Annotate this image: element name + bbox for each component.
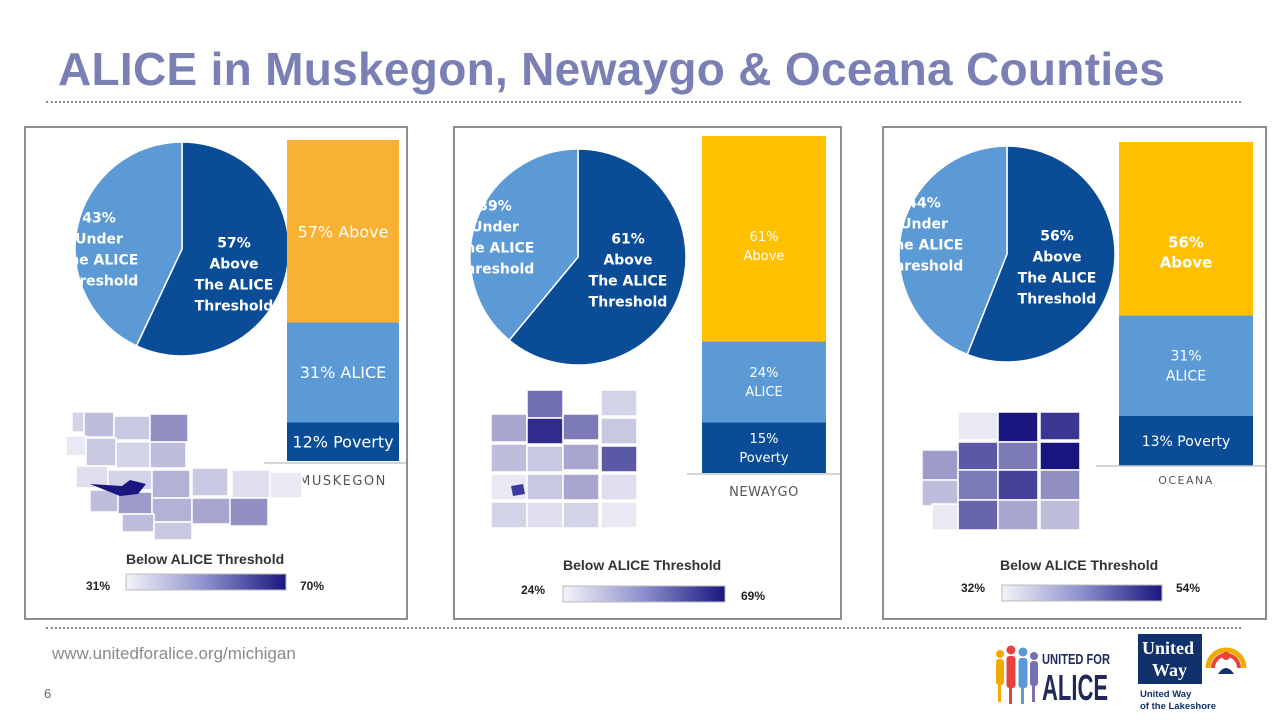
bottom-divider (46, 627, 1241, 629)
people-icon (996, 645, 1038, 704)
page-title: ALICE in Muskegon, Newaygo & Oceana Coun… (58, 43, 1166, 95)
bar-label-poverty: 15% Poverty (739, 432, 788, 466)
legend-min-label: 24% (521, 583, 545, 597)
legend-title: Below ALICE Threshold (563, 557, 721, 573)
legend-gradient-bar (125, 573, 287, 591)
pie-slice-under (469, 148, 579, 342)
bar-label-alice: 24% ALICE (745, 366, 782, 400)
top-divider (46, 101, 1241, 103)
bar-label-above: 61% Above (744, 230, 785, 264)
pie-label-under: 43% Under The ALICE Threshold (60, 210, 139, 289)
svg-text:ALICE: ALICE (1042, 667, 1108, 706)
pie-label-above: 61% Above The ALICE Threshold (589, 231, 668, 310)
county-panel-newaygo: 39% Under The ALICE Threshold 61% Above The AL… (453, 126, 842, 620)
svg-text:of the Lakeshore: of the Lakeshore (1140, 701, 1216, 712)
bar-label-alice: 31% ALICE (300, 363, 387, 382)
bar-segment-above (702, 136, 826, 342)
bar-segment-alice (1119, 315, 1253, 416)
hand-rainbow-icon (1204, 634, 1248, 684)
pie-slice-under (898, 145, 1008, 356)
chart-oceana: 44% Under The ALICE Threshold 56% Above The AL… (885, 142, 1265, 602)
page-number: 6 (44, 686, 52, 701)
bar-label-above: 56% Above (1160, 233, 1213, 271)
chart-newaygo: 39% Under The ALICE Threshold 61% Above The AL… (456, 136, 840, 603)
legend-min-label: 32% (961, 581, 985, 595)
united-for-alice-logo: UNITED FOR ALICE (996, 645, 1110, 706)
pie-slice-above (966, 145, 1116, 363)
pie-label-above: 56% Above The ALICE Threshold (1018, 228, 1097, 307)
united-way-logo: United Way United Way of the Lakeshore (1138, 634, 1248, 712)
bar-segment-above (287, 140, 399, 323)
county-name: OCEANA (1158, 474, 1214, 487)
bar-label-poverty: 12% Poverty (292, 432, 393, 451)
pie-slice-above (508, 148, 687, 366)
bar-segment-above (1119, 142, 1253, 316)
legend-gradient-bar (562, 585, 726, 603)
united-way-wordmark-box (1138, 634, 1202, 684)
legend-gradient-bar (1001, 584, 1163, 602)
legend-min-label: 31% (86, 579, 110, 593)
county-panel-muskegon: 43% Under The ALICE Threshold 57% Above The AL… (24, 126, 408, 620)
svg-text:United Way: United Way (1140, 689, 1192, 700)
county-map (490, 389, 638, 529)
legend-title: Below ALICE Threshold (126, 551, 284, 567)
svg-text:Way: Way (1152, 660, 1187, 680)
bar-segment-poverty (287, 422, 399, 461)
map-highlight (90, 480, 146, 496)
bar-segment-alice (702, 341, 826, 423)
county-name: MUSKEGON (299, 474, 387, 489)
legend-max-label: 70% (300, 579, 324, 593)
county-map (65, 411, 303, 541)
pie-label-under: 39% Under The ALICE Threshold (456, 198, 535, 277)
bar-label-poverty: 13% Poverty (1142, 434, 1231, 450)
legend-title: Below ALICE Threshold (1000, 557, 1158, 573)
county-map (921, 411, 1081, 531)
bar-segment-poverty (702, 422, 826, 473)
website-link[interactable]: www.unitedforalice.org/michigan (52, 644, 296, 663)
map-highlight (511, 484, 525, 496)
chart-muskegon: 43% Under The ALICE Threshold 57% Above The AL… (60, 140, 406, 593)
county-name: NEWAYGO (729, 485, 799, 500)
legend-max-label: 69% (741, 589, 765, 603)
svg-text:United: United (1142, 638, 1194, 658)
county-panel-oceana: 44% Under The ALICE Threshold 56% Above The AL… (882, 126, 1267, 620)
pie-label-above: 57% Above The ALICE Threshold (195, 235, 274, 314)
pie-slice-under (74, 141, 183, 347)
legend-max-label: 54% (1176, 581, 1200, 595)
pie-label-under: 44% Under The ALICE Threshold (885, 195, 964, 274)
pie-slice-above (135, 141, 290, 357)
bar-label-above: 57% Above (298, 223, 389, 242)
bar-segment-alice (287, 322, 399, 423)
bar-segment-poverty (1119, 416, 1253, 466)
svg-text:UNITED FOR: UNITED FOR (1042, 651, 1110, 668)
bar-label-alice: 31% ALICE (1166, 349, 1206, 385)
